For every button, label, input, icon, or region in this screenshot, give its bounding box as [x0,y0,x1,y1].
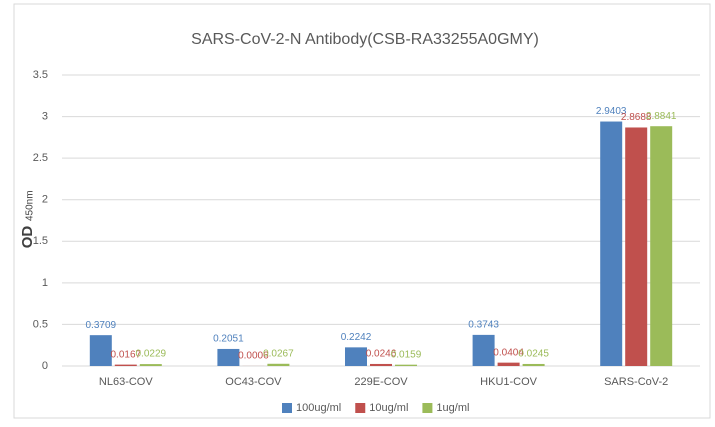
x-tick-label: SARS-CoV-2 [604,376,668,388]
bar [140,364,162,366]
chart-title: SARS-CoV-2-N Antibody(CSB-RA33255A0GMY) [191,31,539,48]
value-label: 0.0159 [391,349,422,360]
bar [267,364,289,366]
x-tick-label: HKU1-COV [480,376,538,388]
x-tick-label: OC43-COV [225,376,282,388]
bar [625,127,647,366]
legend-label: 1ug/ml [436,402,469,414]
bar [370,364,392,366]
bar [600,122,622,366]
value-label: 0.2051 [213,334,244,345]
y-tick-label: 0 [42,360,48,372]
y-tick-label: 3 [42,110,48,122]
value-label: 0.3709 [86,320,117,331]
legend-label: 10ug/ml [369,402,408,414]
legend-swatch [282,403,292,413]
legend-swatch [422,403,432,413]
value-label: 0.0245 [518,349,549,360]
value-label: 0.0267 [263,348,294,359]
y-tick-label: 0.5 [33,318,48,330]
value-label: 2.8841 [646,111,677,122]
y-tick-label: 2 [42,194,48,206]
y-tick-label: 1.5 [33,235,48,247]
bar [523,364,545,366]
y-tick-label: 3.5 [33,69,48,81]
x-tick-label: 229E-COV [354,376,408,388]
y-tick-label: 1 [42,277,48,289]
value-label: 0.0229 [136,349,167,360]
bar [217,349,239,366]
legend-label: 100ug/ml [296,402,341,414]
value-label: 0.3743 [468,320,499,331]
bar [345,347,367,366]
bar [90,335,112,366]
y-label-sub: 450nm [25,190,36,221]
y-tick-label: 2.5 [33,152,48,164]
bar [395,365,417,366]
bar [473,335,495,366]
x-tick-label: NL63-COV [99,376,153,388]
value-label: 0.2242 [341,332,372,343]
bar [498,363,520,366]
bar [650,126,672,366]
bar [115,365,137,366]
legend-swatch [355,403,365,413]
